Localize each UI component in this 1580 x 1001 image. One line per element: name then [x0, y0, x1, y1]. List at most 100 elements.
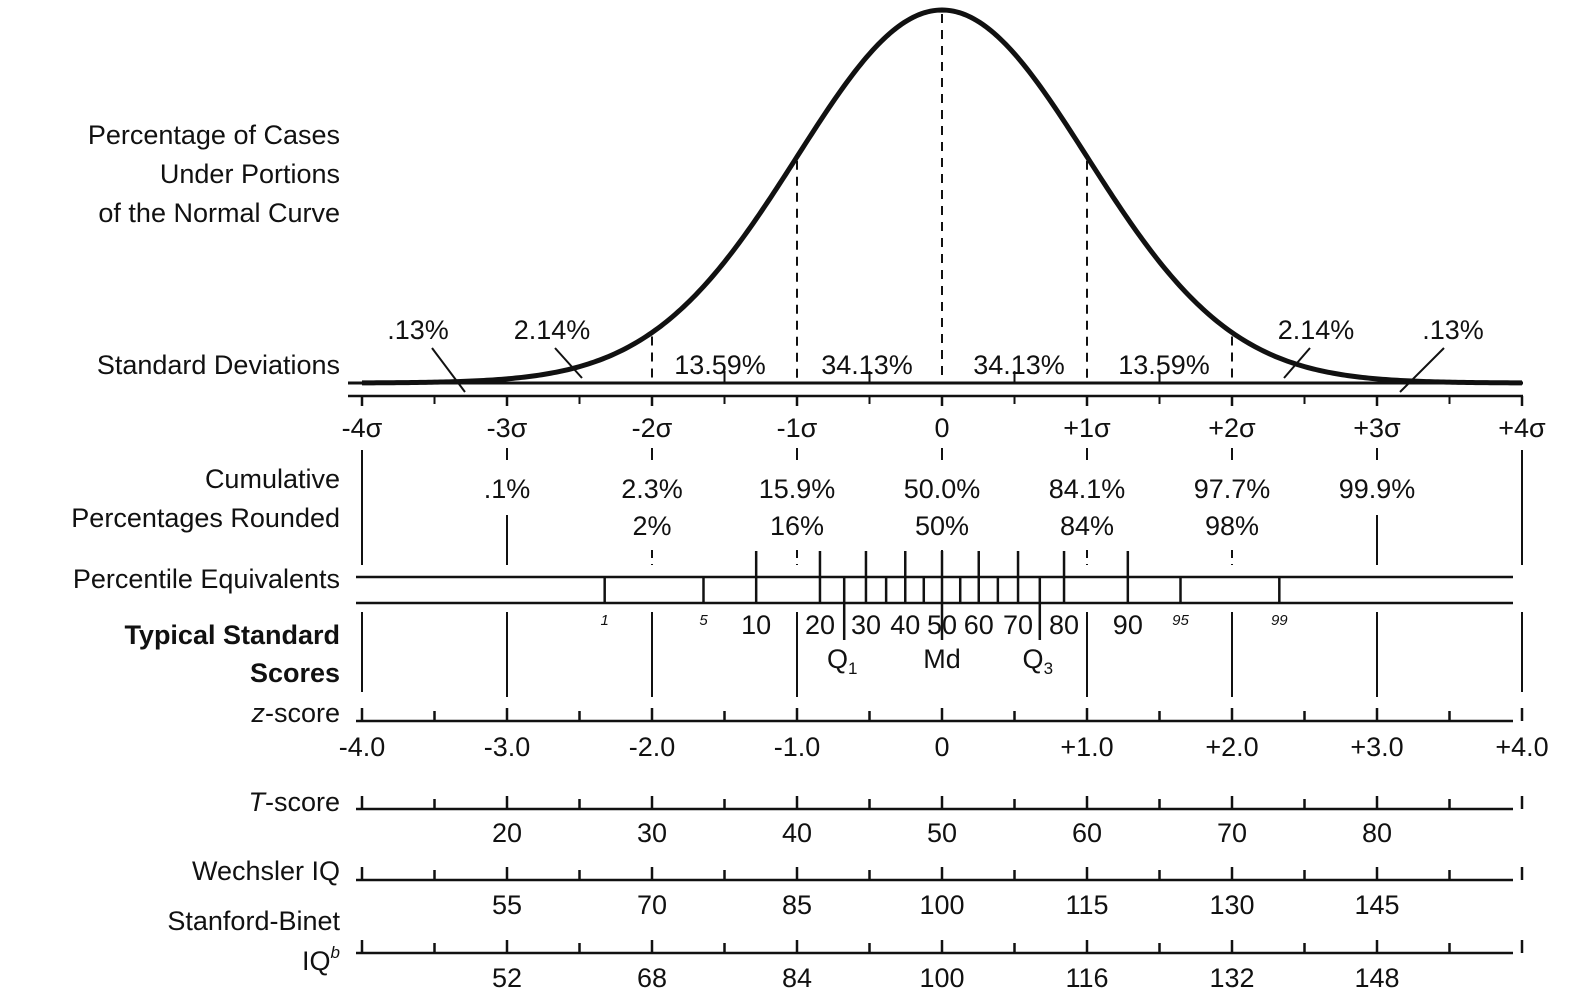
cumulative-rounded: 50%	[915, 511, 969, 541]
percentile-small-label: 99	[1271, 612, 1288, 629]
std-dev-label: Standard Deviations	[97, 350, 340, 380]
cumulative-rounded: 84%	[1060, 511, 1114, 541]
percentile-label: 70	[1003, 610, 1033, 640]
z-score-label: 0	[934, 732, 949, 762]
t-score-label: 20	[492, 818, 522, 848]
cumulative-rounded: 98%	[1205, 511, 1259, 541]
z-score-suffix: -score	[265, 698, 340, 728]
quartile-subscript: 1	[848, 659, 857, 678]
cumulative-rounded: 16%	[770, 511, 824, 541]
area-leader-line	[1399, 347, 1445, 393]
wechsler-iq-label: 115	[1065, 890, 1108, 920]
cumulative-label-line2: Percentages Rounded	[71, 503, 340, 533]
sd-tick-label: +4σ	[1498, 413, 1546, 443]
pct-cases-label-line2: Under Portions	[160, 159, 340, 189]
cumulative-rounded: 2%	[632, 511, 671, 541]
wechsler-iq-label: 130	[1209, 890, 1254, 920]
quartile-subscript: 3	[1044, 659, 1053, 678]
area-percentage-label: 34.13%	[821, 350, 913, 380]
percentile-small-label: 95	[1172, 612, 1189, 629]
percentile-label: 30	[851, 610, 881, 640]
z-score-prefix: z	[250, 698, 265, 728]
row-labels: Percentage of Cases Under Portions of th…	[71, 120, 340, 976]
stanford-binet-iq-label: 52	[492, 963, 522, 993]
cumulative-value: 97.7%	[1194, 474, 1271, 504]
chart-marks: -4σ -3σ -2σ -1σ 0 +1σ +2σ +3σ +4σ .13% 2.14% 13.59%…	[339, 7, 1549, 993]
pct-cases-label-line1: Percentage of Cases	[88, 120, 340, 150]
cumulative-value: 2.3%	[621, 474, 683, 504]
t-score-label: 40	[782, 818, 812, 848]
cumulative-value: 84.1%	[1049, 474, 1126, 504]
t-score-label: 50	[927, 818, 957, 848]
area-percentage-label: 2.14%	[514, 315, 591, 345]
z-score-label: +3.0	[1350, 732, 1403, 762]
percentile-label: Percentile Equivalents	[73, 564, 340, 594]
area-leader-line	[1283, 347, 1311, 379]
sd-tick-label: 0	[934, 413, 949, 443]
percentile-label: 10	[741, 610, 771, 640]
wechsler-iq-label: 85	[782, 890, 812, 920]
wechsler-iq-label: 145	[1354, 890, 1399, 920]
t-score-suffix: -score	[265, 787, 340, 817]
wechsler-iq-label: 100	[919, 890, 964, 920]
sd-tick-label: -2σ	[632, 413, 673, 443]
z-score-label: -2.0	[629, 732, 676, 762]
stanford-binet-iq-label: 100	[919, 963, 964, 993]
z-score-label: -4.0	[339, 732, 386, 762]
stanford-label-line2: IQb	[302, 943, 340, 976]
t-score-label: 80	[1362, 818, 1392, 848]
z-score-label: z-score	[250, 698, 340, 728]
percentile-label: 60	[964, 610, 994, 640]
pct-cases-label-line3: of the Normal Curve	[98, 198, 340, 228]
percentile-label: 40	[890, 610, 920, 640]
area-percentage-label: .13%	[1422, 315, 1484, 345]
area-percentage-label: .13%	[387, 315, 449, 345]
stanford-binet-iq-label: 148	[1354, 963, 1399, 993]
stanford-binet-iq-label: 132	[1209, 963, 1254, 993]
t-score-label: 70	[1217, 818, 1247, 848]
percentile-label: 80	[1049, 610, 1079, 640]
z-score-label: +2.0	[1205, 732, 1258, 762]
z-score-label: +4.0	[1495, 732, 1548, 762]
typical-label-line1: Typical Standard	[124, 620, 340, 650]
cumulative-value: 15.9%	[759, 474, 836, 504]
percentile-label: 90	[1113, 610, 1143, 640]
stanford-iq-superscript: b	[331, 943, 340, 962]
percentile-label: 20	[805, 610, 835, 640]
area-percentage-label: 34.13%	[973, 350, 1065, 380]
wechsler-iq-label: 70	[637, 890, 667, 920]
sd-tick-label: +3σ	[1353, 413, 1401, 443]
quartile-label: Md	[923, 644, 961, 674]
sd-tick-label: -3σ	[487, 413, 528, 443]
area-leader-line	[431, 347, 466, 393]
t-score-label: 30	[637, 818, 667, 848]
stanford-iq-text: IQ	[302, 946, 331, 976]
z-score-label: +1.0	[1060, 732, 1113, 762]
t-score-label: 60	[1072, 818, 1102, 848]
z-score-label: -1.0	[774, 732, 821, 762]
wechsler-label: Wechsler IQ	[192, 856, 340, 886]
sd-tick-label: -1σ	[777, 413, 818, 443]
area-percentage-label: 2.14%	[1278, 315, 1355, 345]
quartile-label: Q1	[827, 644, 857, 678]
area-percentage-label: 13.59%	[674, 350, 766, 380]
stanford-binet-iq-label: 84	[782, 963, 812, 993]
t-score-label: T-score	[248, 787, 340, 817]
cumulative-value: 99.9%	[1339, 474, 1416, 504]
stanford-binet-iq-label: 68	[637, 963, 667, 993]
t-score-prefix: T	[248, 787, 267, 817]
stanford-label-line1: Stanford-Binet	[167, 906, 340, 936]
quartile-label: Q3	[1023, 644, 1053, 678]
wechsler-iq-label: 55	[492, 890, 522, 920]
sd-tick-label: -4σ	[342, 413, 383, 443]
percentile-small-label: 5	[699, 612, 708, 629]
cumulative-value: .1%	[484, 474, 531, 504]
percentile-small-label: 1	[601, 612, 609, 629]
z-score-label: -3.0	[484, 732, 531, 762]
typical-label-line2: Scores	[250, 658, 340, 688]
sd-tick-label: +2σ	[1208, 413, 1256, 443]
normal-curve	[361, 7, 1523, 386]
stanford-binet-iq-label: 116	[1065, 963, 1108, 993]
